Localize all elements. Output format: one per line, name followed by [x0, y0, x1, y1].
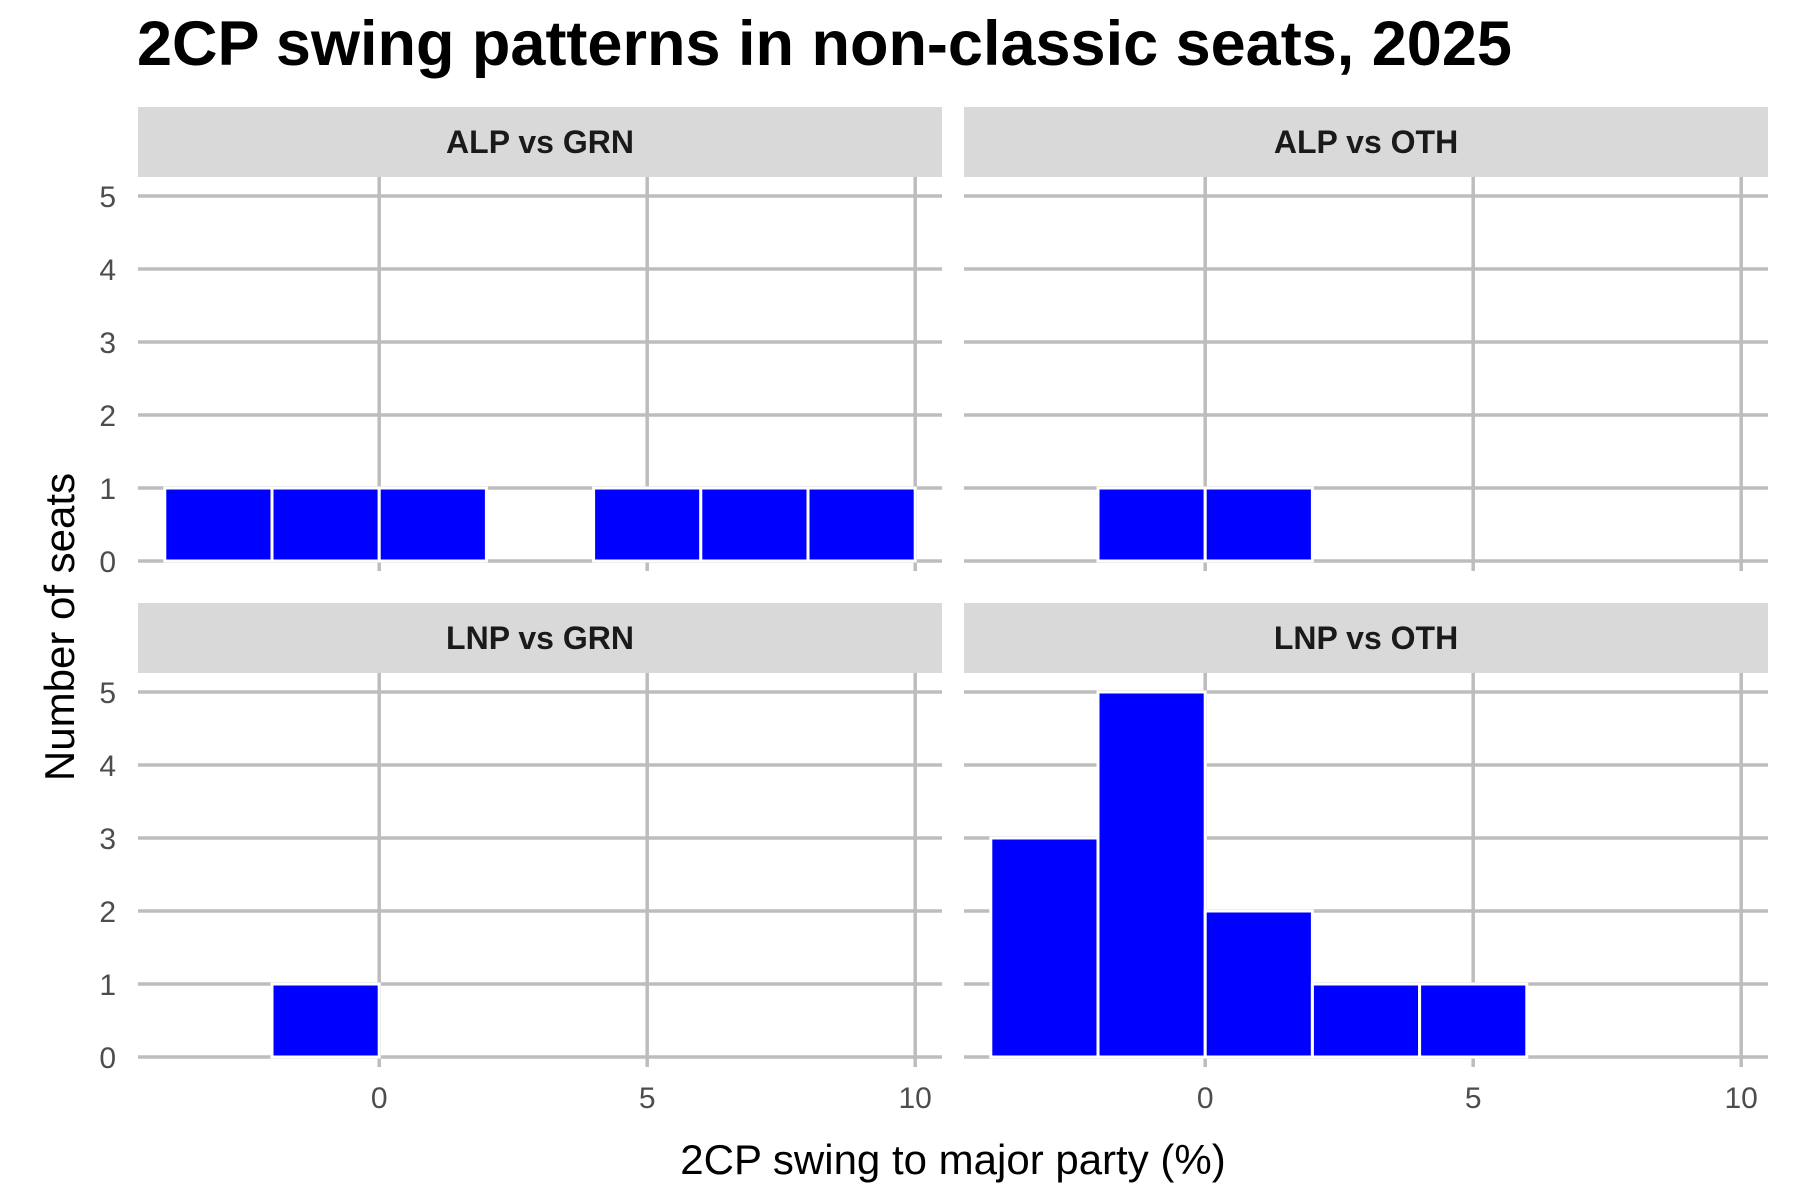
x-tick-label: 5 — [1465, 1082, 1482, 1115]
y-tick-label: 4 — [99, 750, 116, 783]
histogram-bar — [1203, 909, 1314, 1059]
y-tick-label: 0 — [99, 1042, 116, 1075]
y-tick-label: 3 — [99, 823, 116, 856]
histogram-bar — [1203, 486, 1314, 563]
histogram-bar — [1096, 690, 1207, 1059]
histogram-bar — [377, 486, 488, 563]
y-tick-label: 5 — [99, 677, 116, 710]
y-tick-label: 0 — [99, 546, 116, 579]
y-tick-label: 4 — [99, 254, 116, 287]
chart-title: 2CP swing patterns in non-classic seats,… — [137, 9, 1512, 79]
y-axis-title: Number of seats — [36, 473, 83, 781]
x-tick-label: 5 — [639, 1082, 656, 1115]
histogram-bar — [592, 486, 703, 563]
histogram-bar — [806, 486, 917, 563]
y-tick-label: 2 — [99, 896, 116, 929]
x-axis-title: 2CP swing to major party (%) — [680, 1136, 1225, 1183]
histogram-bar — [163, 486, 274, 563]
histogram-bar — [270, 982, 381, 1059]
facet-label: ALP vs GRN — [446, 124, 634, 160]
x-tick-label: 0 — [371, 1082, 388, 1115]
facet-label: LNP vs GRN — [446, 620, 634, 656]
y-tick-label: 3 — [99, 327, 116, 360]
histogram-bar — [1096, 486, 1207, 563]
histogram-bar — [1418, 982, 1529, 1059]
facet-strip-lnp-vs-grn — [138, 603, 942, 673]
y-tick-label: 2 — [99, 400, 116, 433]
histogram-bar — [989, 836, 1100, 1059]
facet-label: ALP vs OTH — [1274, 124, 1458, 160]
facet-strip-alp-vs-oth — [964, 107, 1768, 177]
facet-label: LNP vs OTH — [1274, 620, 1458, 656]
facet-strip-alp-vs-grn — [138, 107, 942, 177]
x-tick-label: 10 — [1725, 1082, 1758, 1115]
histogram-bar — [270, 486, 381, 563]
y-tick-label: 5 — [99, 181, 116, 214]
y-tick-label: 1 — [99, 473, 116, 506]
x-tick-label: 0 — [1197, 1082, 1214, 1115]
histogram-bar — [699, 486, 810, 563]
x-tick-label: 10 — [899, 1082, 932, 1115]
y-tick-label: 1 — [99, 969, 116, 1002]
histogram-bar — [1310, 982, 1422, 1059]
facet-strip-lnp-vs-oth — [964, 603, 1768, 673]
